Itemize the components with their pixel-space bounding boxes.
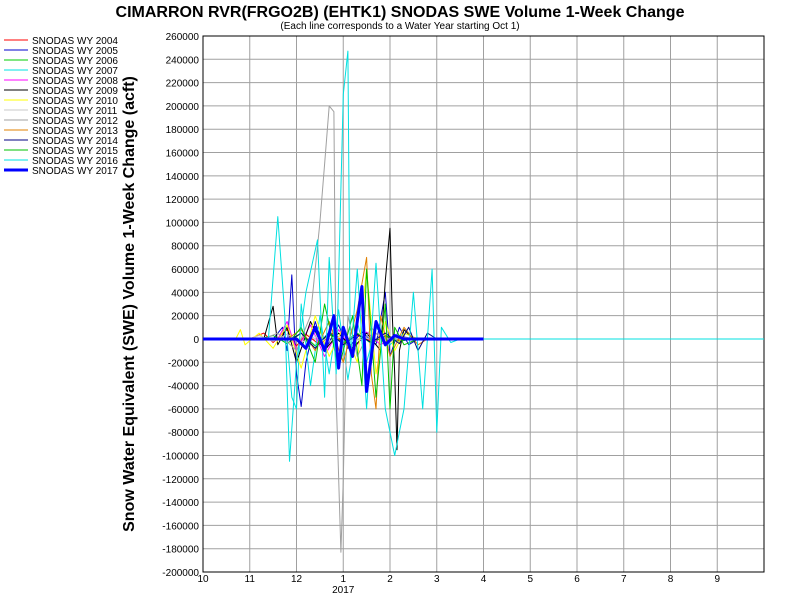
series-line-snodas-wy-2016 xyxy=(203,50,764,462)
y-tick-label: -200000 xyxy=(162,568,199,579)
x-tick-labels: 10 11 12 1 2 3 4 5 6 7 8 9 xyxy=(197,574,720,585)
chart-title: CIMARRON RVR(FRGO2B) (EHTK1) SNODAS SWE … xyxy=(116,4,685,21)
y-tick-label: -20000 xyxy=(168,358,200,369)
legend-entry: SNODAS WY 2012 xyxy=(32,116,118,127)
x-tick-label: 6 xyxy=(574,574,580,585)
y-tick-label: 140000 xyxy=(166,172,200,183)
y-tick-label: -140000 xyxy=(162,498,199,509)
x-tick-label: 3 xyxy=(434,574,440,585)
series-line-snodas-wy-2007 xyxy=(203,303,484,410)
legend-entry: SNODAS WY 2004 xyxy=(32,36,118,47)
legend-entry: SNODAS WY 2005 xyxy=(32,46,118,57)
legend-entry: SNODAS WY 2013 xyxy=(32,126,118,137)
x-tick-label: 9 xyxy=(714,574,720,585)
legend-entry: SNODAS WY 2007 xyxy=(32,66,118,77)
y-tick-label: -60000 xyxy=(168,405,200,416)
x-tick-label: 5 xyxy=(527,574,533,585)
x-tick-label: 10 xyxy=(197,574,209,585)
x-tick-label: 12 xyxy=(291,574,303,585)
legend-entry: SNODAS WY 2008 xyxy=(32,76,118,87)
x-tick-label: 4 xyxy=(481,574,487,585)
chart-subtitle: (Each line corresponds to a Water Year s… xyxy=(280,21,519,32)
legend-entry: SNODAS WY 2015 xyxy=(32,146,118,157)
legend-entry: SNODAS WY 2009 xyxy=(32,86,118,97)
y-tick-label: 100000 xyxy=(166,218,200,229)
y-tick-label: 180000 xyxy=(166,125,200,136)
legend-entry: SNODAS WY 2017 xyxy=(32,166,118,177)
y-tick-label: 260000 xyxy=(166,32,200,43)
grid xyxy=(202,35,764,573)
y-tick-label: -100000 xyxy=(162,451,199,462)
y-tick-label: 40000 xyxy=(171,288,199,299)
plot-frame xyxy=(202,35,765,573)
legend-entry: SNODAS WY 2006 xyxy=(32,56,118,67)
legend-entry: SNODAS WY 2014 xyxy=(32,136,118,147)
y-tick-label: 0 xyxy=(193,335,199,346)
series-line-snodas-wy-2017 xyxy=(203,285,484,393)
y-tick-label: 240000 xyxy=(166,55,200,66)
legend-entry: SNODAS WY 2011 xyxy=(32,106,118,117)
y-tick-label: -160000 xyxy=(162,521,199,532)
y-tick-label: 200000 xyxy=(166,102,200,113)
y-tick-label: -80000 xyxy=(168,428,200,439)
y-tick-label: 80000 xyxy=(171,242,199,253)
series-line-snodas-wy-2010 xyxy=(203,268,484,375)
x-tick-label: 11 xyxy=(245,574,256,585)
year-label: 2017 xyxy=(332,585,355,596)
y-tick-label: -180000 xyxy=(162,545,199,556)
y-tick-label: -120000 xyxy=(162,475,199,486)
y-tick-label: 160000 xyxy=(166,149,200,160)
legend-entry: SNODAS WY 2010 xyxy=(32,96,118,107)
x-tick-label: 1 xyxy=(340,574,346,585)
x-tick-label: 8 xyxy=(668,574,674,585)
x-tick-label: 2 xyxy=(387,574,393,585)
y-tick-label: 20000 xyxy=(171,312,199,323)
y-tick-labels: 2600002400002200002000001800001600001400… xyxy=(162,32,199,579)
x-tick-label: 7 xyxy=(621,574,627,585)
series-lines xyxy=(203,50,764,553)
legend-entry: SNODAS WY 2016 xyxy=(32,156,118,167)
y-tick-label: 60000 xyxy=(171,265,199,276)
y-tick-label: -40000 xyxy=(168,382,200,393)
y-tick-label: 120000 xyxy=(166,195,200,206)
y-tick-label: 220000 xyxy=(166,79,200,90)
y-axis-label: Snow Water Equivalent (SWE) Volume 1-Wee… xyxy=(121,76,138,532)
